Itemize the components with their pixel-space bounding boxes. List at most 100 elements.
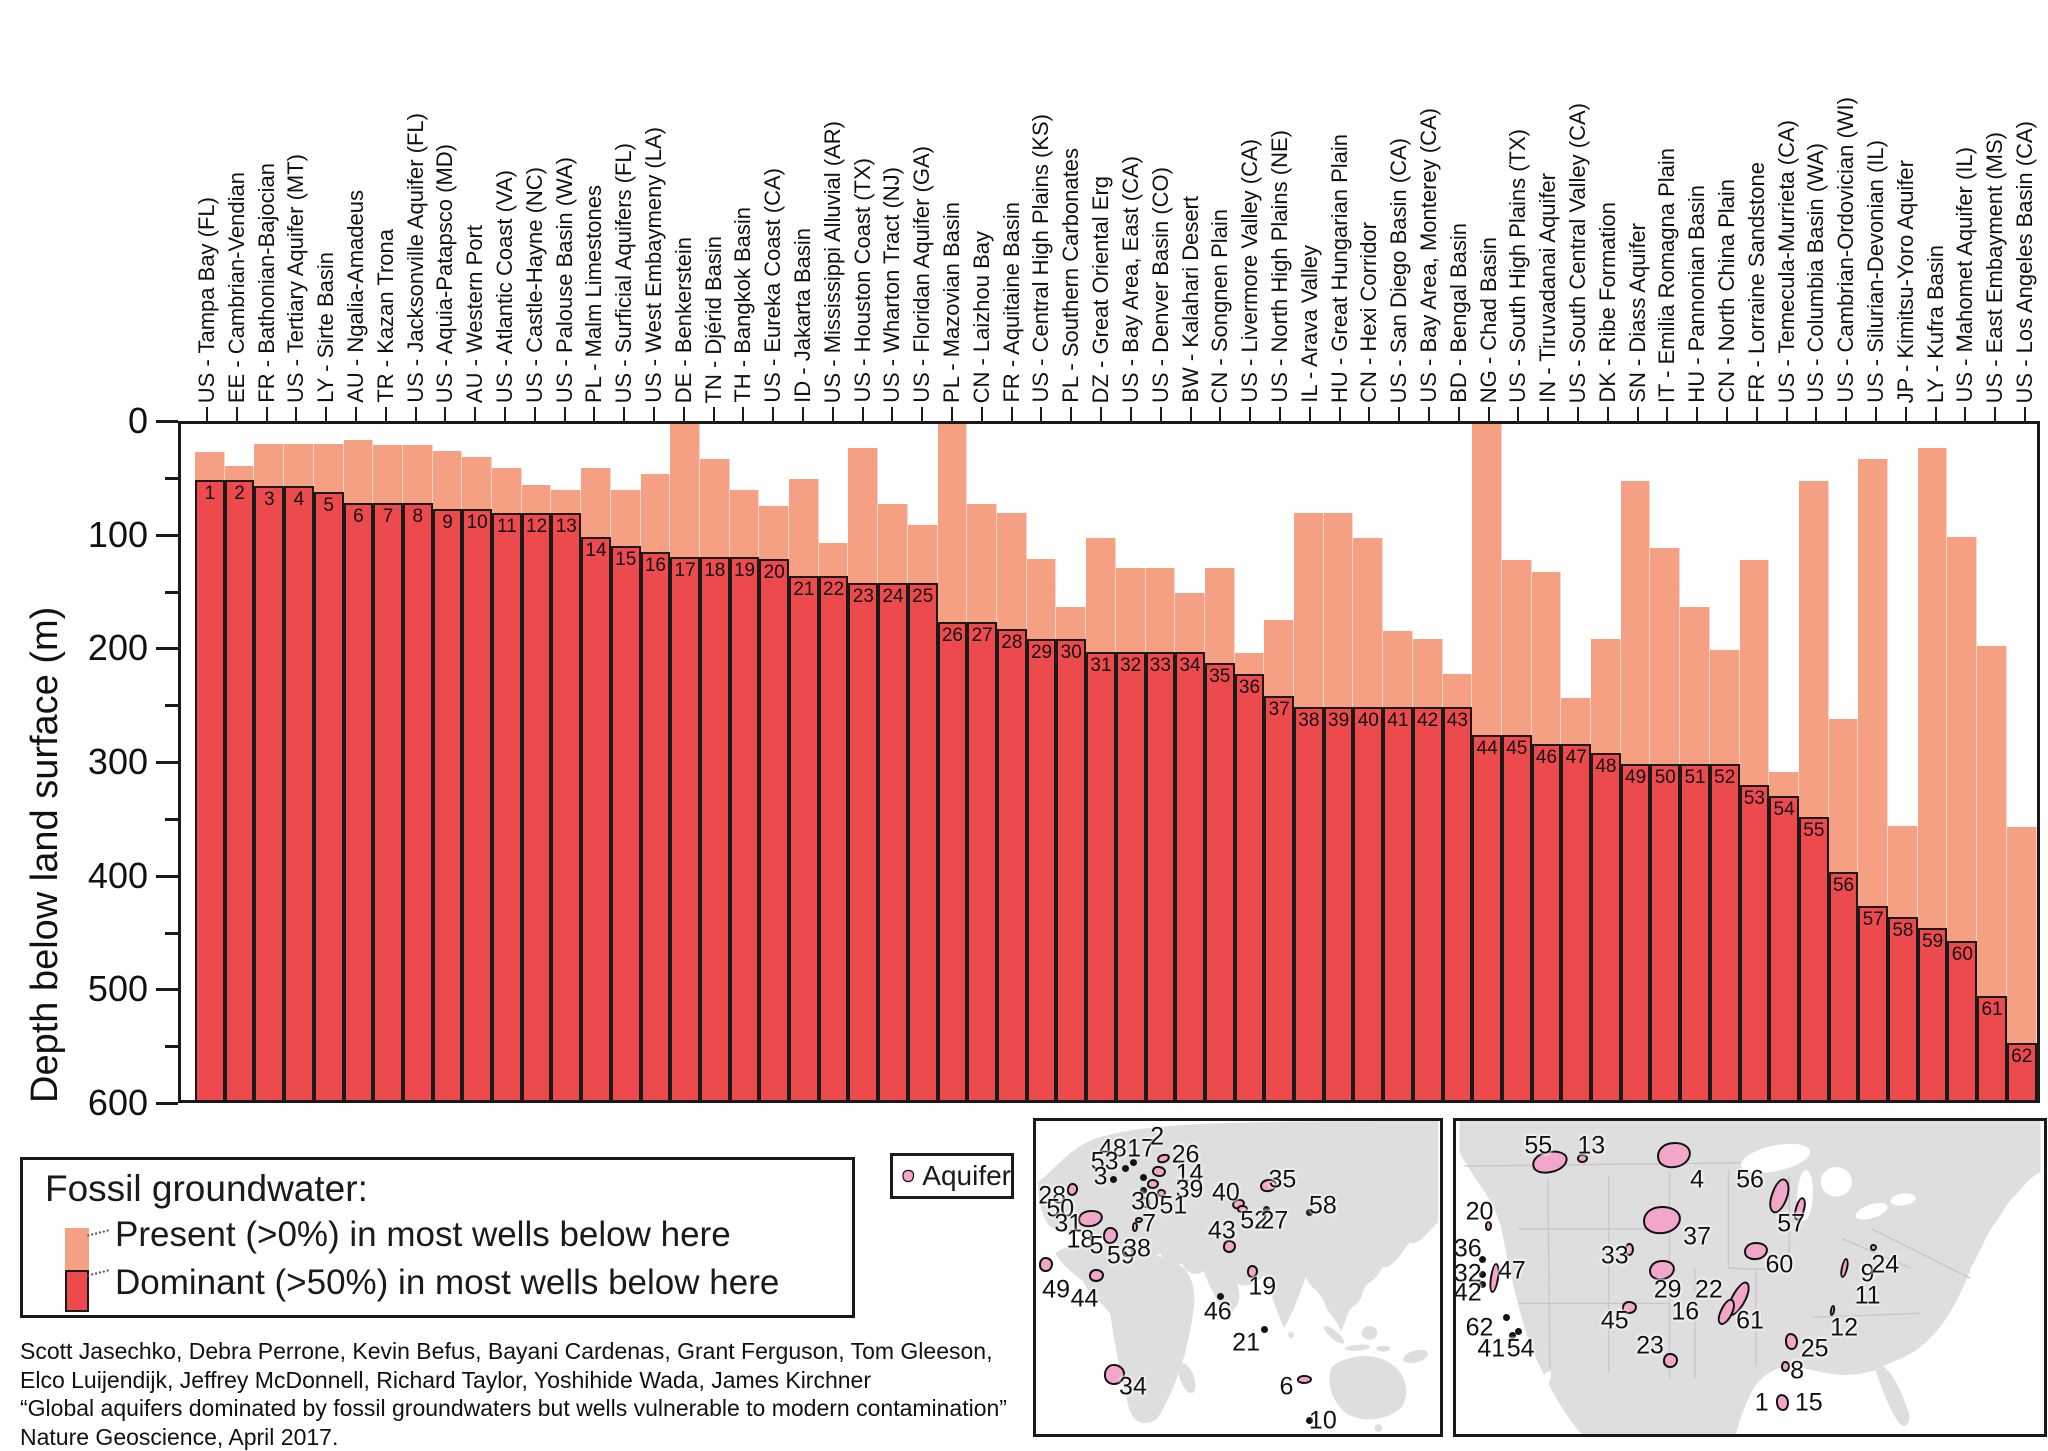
top-tick (266, 407, 268, 421)
dominant-bar (908, 583, 938, 1100)
map-marker-number: 34 (1119, 1373, 1147, 1402)
dominant-bar (1175, 652, 1205, 1100)
bar-column: 38 (1294, 424, 1324, 1100)
y-tick-label: 600 (38, 1082, 148, 1124)
bar-column: 19 (730, 424, 760, 1100)
dominant-bar (730, 557, 760, 1100)
category-label: US - Jacksonville Aquifer (FL) (402, 113, 430, 403)
category-label: US - Silurian-Devonian (IL) (1862, 140, 1890, 403)
category-label: AU - Western Port (461, 225, 489, 403)
y-tick (165, 704, 178, 707)
top-tick (1040, 407, 1042, 421)
dominant-bar (1799, 817, 1829, 1100)
category-label: US - Mississippi Alluvial (AR) (819, 121, 847, 403)
top-tick (802, 407, 804, 421)
bar-column: 8 (403, 424, 433, 1100)
dominant-bar (195, 480, 225, 1100)
top-tick (921, 407, 923, 421)
dominant-bar (1740, 785, 1770, 1100)
dominant-bar (789, 576, 819, 1100)
dominant-bar (254, 486, 284, 1100)
map-marker-number: 35 (1269, 1166, 1297, 1195)
bar-column: 9 (433, 424, 463, 1100)
dominant-bar (1324, 707, 1354, 1100)
category-label: DK - Ribe Formation (1594, 202, 1622, 403)
category-label: US - Aquia-Patapsco (MD) (431, 144, 459, 403)
dominant-bar (1027, 639, 1057, 1100)
top-tick (653, 407, 655, 421)
category-label: US - San Diego Basin (CA) (1385, 138, 1413, 403)
category-label: JP - Kimitsu-Yoro Aquifer (1892, 160, 1920, 403)
category-label: FR - Aquitaine Basin (998, 202, 1026, 403)
bar-column: 27 (967, 424, 997, 1100)
y-tick (165, 818, 178, 821)
top-tick (504, 407, 506, 421)
top-tick (1726, 407, 1728, 421)
bar-column: 17 (670, 424, 700, 1100)
category-label: HU - Pannonian Basin (1683, 185, 1711, 403)
y-tick (165, 932, 178, 935)
dominant-bar (967, 622, 997, 1100)
bar-column: 33 (1146, 424, 1176, 1100)
bar-column: 25 (908, 424, 938, 1100)
map-marker-number: 46 (1204, 1297, 1232, 1326)
top-tick (1011, 407, 1013, 421)
dominant-bar (1680, 764, 1710, 1100)
y-tick-label: 400 (38, 855, 148, 897)
category-label: PL - Mazovian Basin (938, 202, 966, 403)
dominant-bar (1858, 906, 1888, 1100)
dominant-bar (641, 552, 671, 1100)
category-label: US - South Central Valley (CA) (1564, 103, 1592, 403)
top-tick (1458, 407, 1460, 421)
aquifer-blob-icon (901, 1160, 915, 1192)
map-marker-number: 44 (1071, 1285, 1099, 1314)
dominant-bar (1918, 928, 1948, 1100)
top-tick (1815, 407, 1817, 421)
map-marker-number: 58 (1309, 1191, 1337, 1220)
category-label: US - West Embaymeny (LA) (640, 127, 668, 403)
y-tick (156, 761, 178, 764)
bar-column: 47 (1561, 424, 1591, 1100)
category-label: US - Atlantic Coast (VA) (491, 170, 519, 403)
y-tick (165, 591, 178, 594)
top-tick (713, 407, 715, 421)
top-tick (862, 407, 864, 421)
top-tick (1279, 407, 1281, 421)
bar-column: 48 (1591, 424, 1621, 1100)
dominant-bar (1205, 663, 1235, 1100)
map-marker-number: 51 (1159, 1191, 1187, 1220)
category-labels: US - Tampa Bay (FL)EE - Cambrian-Vendian… (0, 0, 2048, 403)
dominant-bar (878, 583, 908, 1100)
legend-box: Fossil groundwater: Present (>0%) in mos… (20, 1157, 855, 1318)
citation-line: “Global aquifers dominated by fossil gro… (20, 1394, 1007, 1423)
category-label: NG - Chad Basin (1475, 237, 1503, 403)
category-label: EE - Cambrian-Vendian (223, 172, 251, 403)
bar-column: 52 (1710, 424, 1740, 1100)
dominant-bar (1264, 696, 1294, 1100)
y-tick (156, 534, 178, 537)
y-tick-label: 300 (38, 741, 148, 783)
top-tick (623, 407, 625, 421)
top-tick (444, 407, 446, 421)
top-tick (832, 407, 834, 421)
dominant-bar (581, 537, 611, 1100)
dominant-bar (997, 629, 1027, 1100)
top-tick (1756, 407, 1758, 421)
category-label: US - Cambrian-Ordovician (WI) (1832, 97, 1860, 403)
top-tick (385, 407, 387, 421)
dominant-bar (1413, 707, 1443, 1100)
map-marker-number: 25 (1801, 1335, 1829, 1364)
top-tick (1786, 407, 1788, 421)
map-marker-number: 56 (1736, 1166, 1764, 1195)
top-tick (1309, 407, 1311, 421)
dominant-bar (344, 503, 374, 1100)
category-label: ID - Jakarta Basin (789, 228, 817, 403)
map-marker-number: 42 (1454, 1279, 1482, 1308)
category-label: SN - Diass Aquifer (1624, 223, 1652, 403)
map-marker-number: 40 (1212, 1178, 1240, 1207)
bar-column: 39 (1324, 424, 1354, 1100)
category-label: US - Wharton Tract (NJ) (878, 167, 906, 403)
category-label: US - Tampa Bay (FL) (193, 197, 221, 403)
map-marker-number: 49 (1042, 1276, 1070, 1305)
